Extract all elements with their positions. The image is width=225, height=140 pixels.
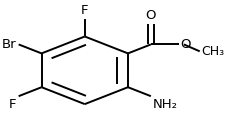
Text: NH₂: NH₂ xyxy=(152,98,177,111)
Text: Br: Br xyxy=(2,38,16,51)
Text: CH₃: CH₃ xyxy=(200,45,223,58)
Text: F: F xyxy=(9,98,16,111)
Text: O: O xyxy=(145,9,155,22)
Text: O: O xyxy=(180,38,190,51)
Text: F: F xyxy=(81,4,88,17)
